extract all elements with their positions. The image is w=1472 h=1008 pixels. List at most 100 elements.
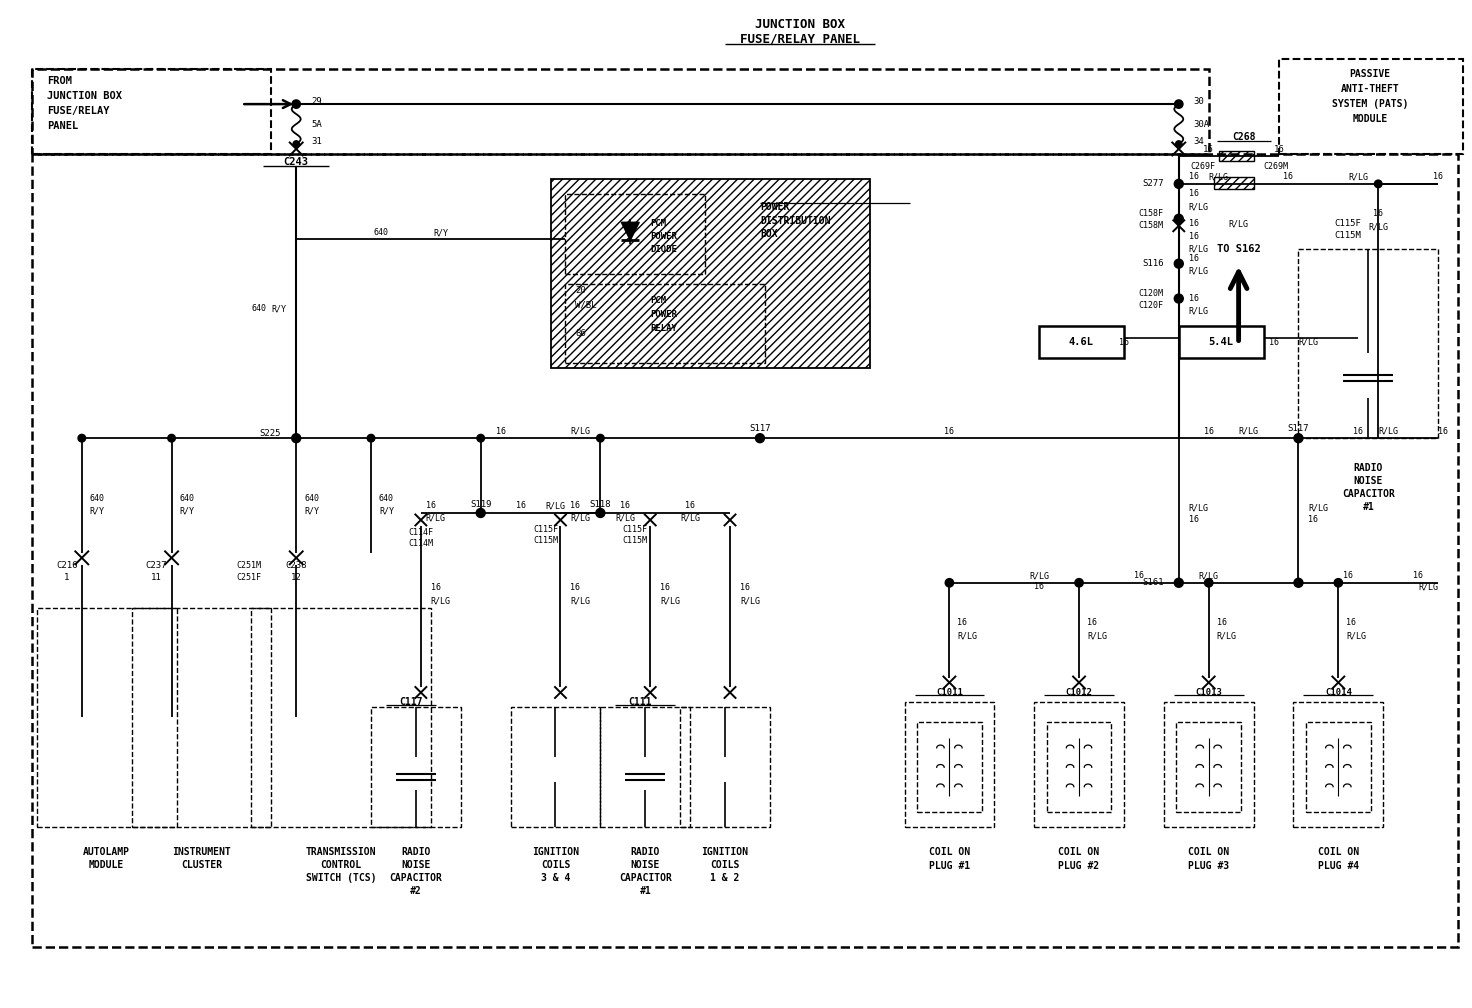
Text: C1012: C1012 (1066, 688, 1092, 697)
Text: R/LG: R/LG (1348, 172, 1369, 181)
Text: 16: 16 (431, 584, 440, 593)
Circle shape (1175, 294, 1183, 303)
Text: 16: 16 (1284, 172, 1294, 181)
Text: S117: S117 (1288, 423, 1309, 432)
Text: 16: 16 (620, 502, 630, 510)
Text: DISTRIBUTION: DISTRIBUTION (760, 216, 830, 226)
Text: 4.6L: 4.6L (1069, 338, 1094, 348)
Text: R/LG: R/LG (571, 426, 590, 435)
Text: TO S162: TO S162 (1217, 244, 1260, 254)
Text: 16: 16 (661, 584, 670, 593)
Text: CAPACITOR: CAPACITOR (1342, 489, 1394, 499)
Text: C114F: C114F (408, 528, 433, 537)
Text: COIL ON: COIL ON (929, 847, 970, 857)
Text: PASSIVE: PASSIVE (1350, 70, 1391, 80)
Text: 640: 640 (374, 228, 389, 237)
Text: C115F: C115F (623, 525, 648, 534)
Text: C1014: C1014 (1325, 688, 1351, 697)
Text: FUSE/RELAY: FUSE/RELAY (47, 106, 109, 116)
Circle shape (1334, 579, 1342, 587)
Text: CAPACITOR: CAPACITOR (390, 873, 442, 883)
Text: POWER: POWER (651, 310, 677, 319)
Text: S117: S117 (749, 423, 771, 432)
Text: S161: S161 (1142, 579, 1164, 588)
Text: PLUG #4: PLUG #4 (1317, 861, 1359, 871)
Text: COIL ON: COIL ON (1188, 847, 1229, 857)
Text: 640: 640 (90, 494, 105, 503)
Text: C269F: C269F (1191, 162, 1216, 171)
Text: 16: 16 (1347, 618, 1356, 627)
Text: C243: C243 (284, 157, 309, 167)
Text: C251F: C251F (237, 574, 262, 583)
Circle shape (293, 101, 299, 107)
Text: 16: 16 (1189, 172, 1198, 181)
Text: 20: 20 (576, 286, 586, 295)
Text: POWER: POWER (651, 232, 677, 241)
Circle shape (1175, 259, 1183, 268)
Text: 16: 16 (1204, 426, 1214, 435)
Circle shape (367, 434, 375, 442)
Text: 640: 640 (180, 494, 194, 503)
Text: PANEL: PANEL (47, 121, 78, 131)
Text: 16: 16 (1189, 232, 1198, 241)
Text: 16: 16 (1269, 338, 1279, 347)
Text: R/LG: R/LG (661, 597, 680, 605)
Circle shape (596, 508, 605, 517)
Text: C120F: C120F (1139, 301, 1164, 310)
Circle shape (1294, 579, 1303, 588)
Text: 16: 16 (1189, 220, 1198, 228)
Text: 5.4L: 5.4L (1209, 338, 1234, 348)
Circle shape (168, 434, 175, 442)
Text: ANTI-THEFT: ANTI-THEFT (1341, 84, 1400, 94)
Text: 16: 16 (945, 426, 954, 435)
Text: 34: 34 (1194, 136, 1204, 145)
Text: 31: 31 (311, 136, 322, 145)
Text: #1: #1 (1363, 502, 1375, 512)
Text: PLUG #1: PLUG #1 (929, 861, 970, 871)
Text: R/Y: R/Y (90, 506, 105, 515)
Text: 3 & 4: 3 & 4 (540, 873, 570, 883)
Circle shape (291, 100, 300, 108)
Text: R/LG: R/LG (680, 513, 701, 522)
Text: COIL ON: COIL ON (1317, 847, 1359, 857)
Text: RADIO: RADIO (630, 847, 659, 857)
Text: 16: 16 (1413, 572, 1423, 581)
Text: 16: 16 (1189, 254, 1198, 263)
Text: R/LG: R/LG (425, 513, 446, 522)
Text: 12: 12 (291, 574, 302, 583)
Text: COIL ON: COIL ON (1058, 847, 1100, 857)
Text: C1013: C1013 (1195, 688, 1222, 697)
Text: 16: 16 (1035, 583, 1044, 592)
Text: 16: 16 (1203, 145, 1214, 154)
Text: 16: 16 (425, 502, 436, 510)
Text: C111: C111 (629, 698, 652, 708)
Text: TRANSMISSION: TRANSMISSION (306, 847, 377, 857)
Text: R/LG: R/LG (1238, 426, 1259, 435)
Text: 86: 86 (576, 329, 586, 338)
Text: CONTROL: CONTROL (321, 860, 362, 870)
Text: 16: 16 (1217, 618, 1226, 627)
Text: C251M: C251M (237, 561, 262, 571)
Text: R/LG: R/LG (1189, 266, 1209, 275)
Text: SWITCH (TCS): SWITCH (TCS) (306, 873, 377, 883)
Text: R/Y: R/Y (433, 228, 449, 237)
Text: 16: 16 (571, 584, 580, 593)
Circle shape (1204, 579, 1213, 587)
Text: PLUG #2: PLUG #2 (1058, 861, 1100, 871)
Text: C158M: C158M (1139, 222, 1164, 230)
Text: R/LG: R/LG (546, 502, 565, 510)
Text: S116: S116 (1142, 259, 1164, 268)
Circle shape (1294, 433, 1303, 443)
Text: C114M: C114M (408, 539, 433, 548)
Text: R/LG: R/LG (615, 513, 636, 522)
Text: 16: 16 (1434, 172, 1443, 181)
Text: C158F: C158F (1139, 210, 1164, 219)
Text: R/LG: R/LG (1229, 220, 1248, 228)
Text: 16: 16 (1189, 190, 1198, 199)
Bar (1219, 151, 1254, 161)
Text: #1: #1 (639, 886, 651, 896)
Text: RADIO: RADIO (402, 847, 431, 857)
Text: C1011: C1011 (936, 688, 963, 697)
Text: C269M: C269M (1263, 162, 1288, 171)
Text: IGNITION: IGNITION (531, 847, 578, 857)
